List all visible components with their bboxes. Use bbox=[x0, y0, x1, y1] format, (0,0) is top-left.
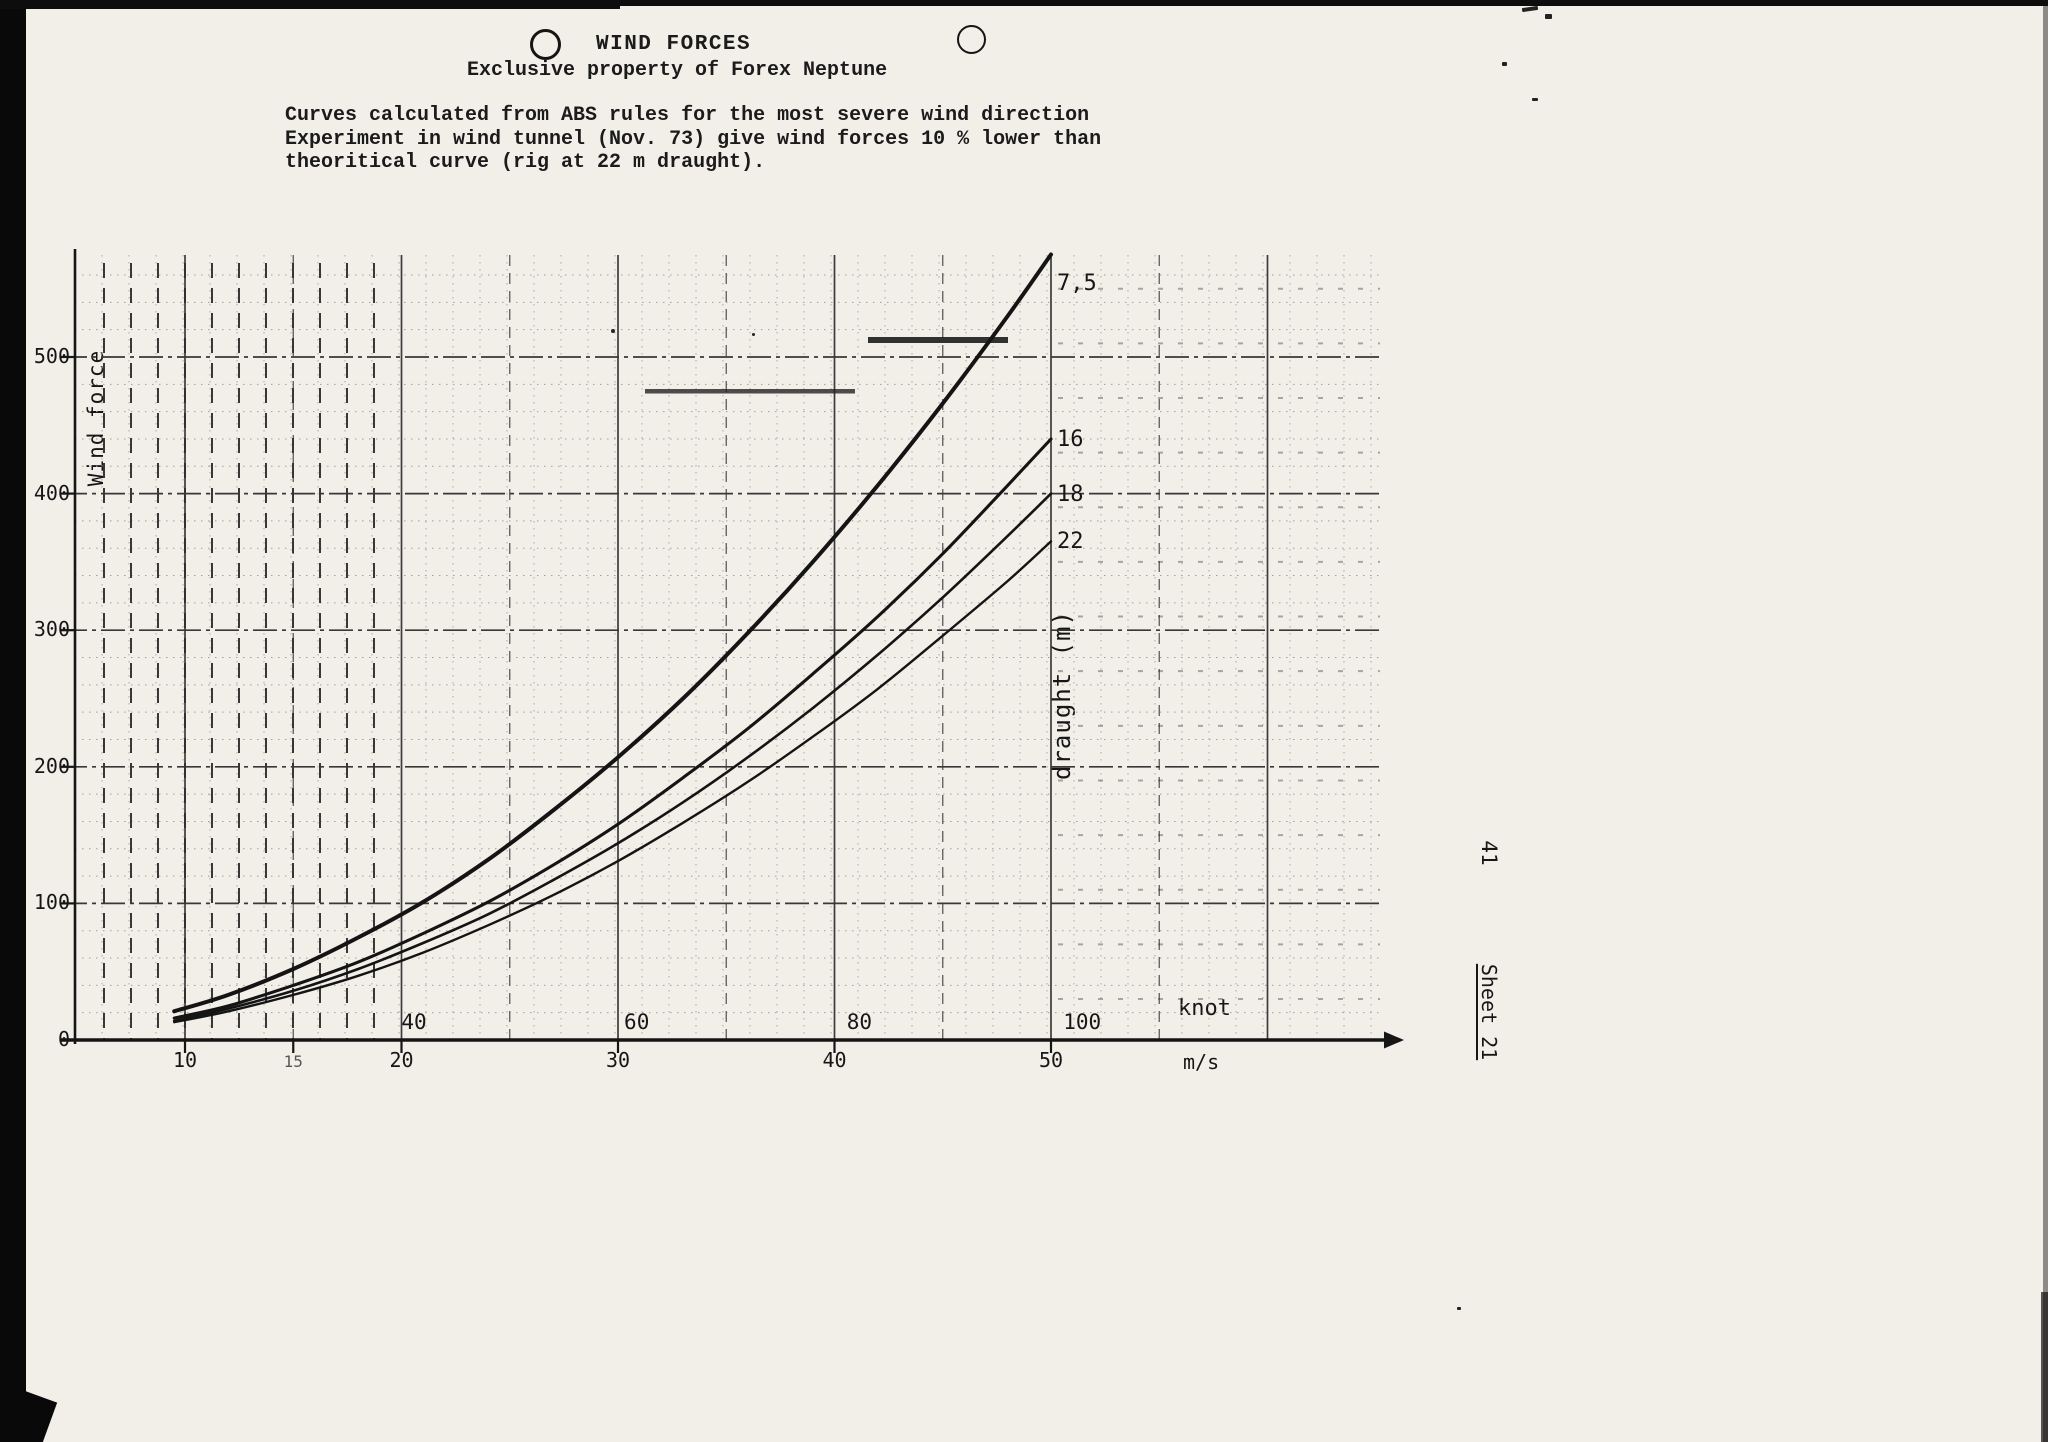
doc-notes: Curves calculated from ABS rules for the… bbox=[285, 104, 1101, 175]
curve-draught-7.5 bbox=[172, 252, 1053, 1014]
scan-speck bbox=[1545, 14, 1552, 19]
curve-draught-16 bbox=[172, 437, 1053, 1020]
doc-title: WIND FORCES bbox=[596, 33, 752, 56]
doc-subtitle: Exclusive property of Forex Neptune bbox=[467, 59, 888, 82]
note-line-3: theoritical curve (rig at 22 m draught). bbox=[285, 151, 766, 174]
scan-edge-top bbox=[0, 0, 2048, 6]
x-axis-arrow-icon bbox=[1384, 1031, 1404, 1049]
scan-edge-top-dark bbox=[0, 0, 620, 9]
hole-punch-left-icon bbox=[530, 29, 561, 60]
note-line-2: Experiment in wind tunnel (Nov. 73) give… bbox=[285, 127, 1102, 151]
curve-draught-18 bbox=[172, 492, 1053, 1023]
scan-edge-right bbox=[2043, 0, 2048, 1442]
scan-artifact bbox=[645, 389, 855, 394]
scan-speck bbox=[752, 333, 755, 336]
scan-speck bbox=[611, 329, 615, 333]
scan-speck bbox=[1502, 62, 1507, 66]
scan-artifact bbox=[868, 337, 1008, 343]
ms-unit-label: m/s bbox=[1183, 1050, 1220, 1074]
scan-edge-left bbox=[0, 0, 26, 1442]
scan-speck bbox=[1532, 98, 1538, 101]
scan-speck bbox=[1457, 1307, 1461, 1310]
scan-corner-bottom-right bbox=[2041, 1292, 2048, 1442]
hole-punch-right-icon bbox=[957, 25, 986, 54]
note-line-1: Curves calculated from ABS rules for the… bbox=[285, 104, 1090, 127]
knot-unit-label: knot bbox=[1178, 996, 1231, 1021]
curve-draught-22 bbox=[173, 540, 1053, 1024]
